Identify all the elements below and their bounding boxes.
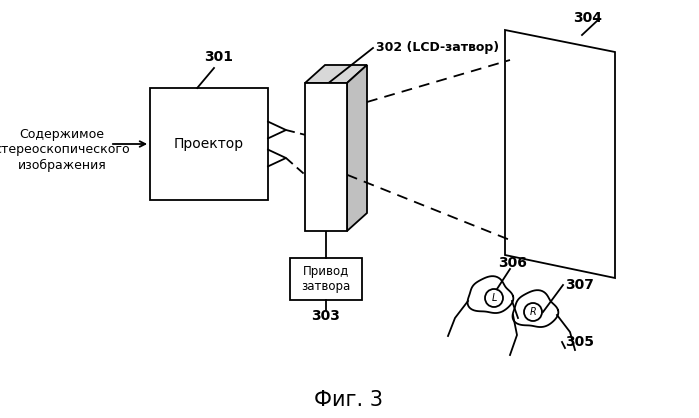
Text: 307: 307 bbox=[565, 278, 594, 292]
Polygon shape bbox=[505, 30, 615, 278]
Text: Проектор: Проектор bbox=[174, 137, 244, 151]
Bar bbox=[305, 83, 347, 231]
Text: 301: 301 bbox=[205, 50, 233, 64]
Text: Фиг. 3: Фиг. 3 bbox=[315, 390, 384, 410]
Text: Содержимое
стереоскопического
изображения: Содержимое стереоскопического изображени… bbox=[0, 128, 130, 171]
Polygon shape bbox=[347, 65, 367, 231]
Text: L: L bbox=[491, 293, 497, 303]
Text: Привод
затвора: Привод затвора bbox=[301, 265, 351, 293]
Bar bbox=[290, 258, 362, 300]
Text: 303: 303 bbox=[312, 309, 340, 323]
Text: 302 (LCD-затвор): 302 (LCD-затвор) bbox=[376, 41, 499, 54]
Text: 305: 305 bbox=[565, 335, 594, 349]
Text: 304: 304 bbox=[573, 11, 603, 25]
Polygon shape bbox=[305, 65, 367, 83]
Text: R: R bbox=[530, 307, 536, 317]
Bar bbox=[150, 88, 268, 200]
Text: 306: 306 bbox=[498, 256, 528, 270]
